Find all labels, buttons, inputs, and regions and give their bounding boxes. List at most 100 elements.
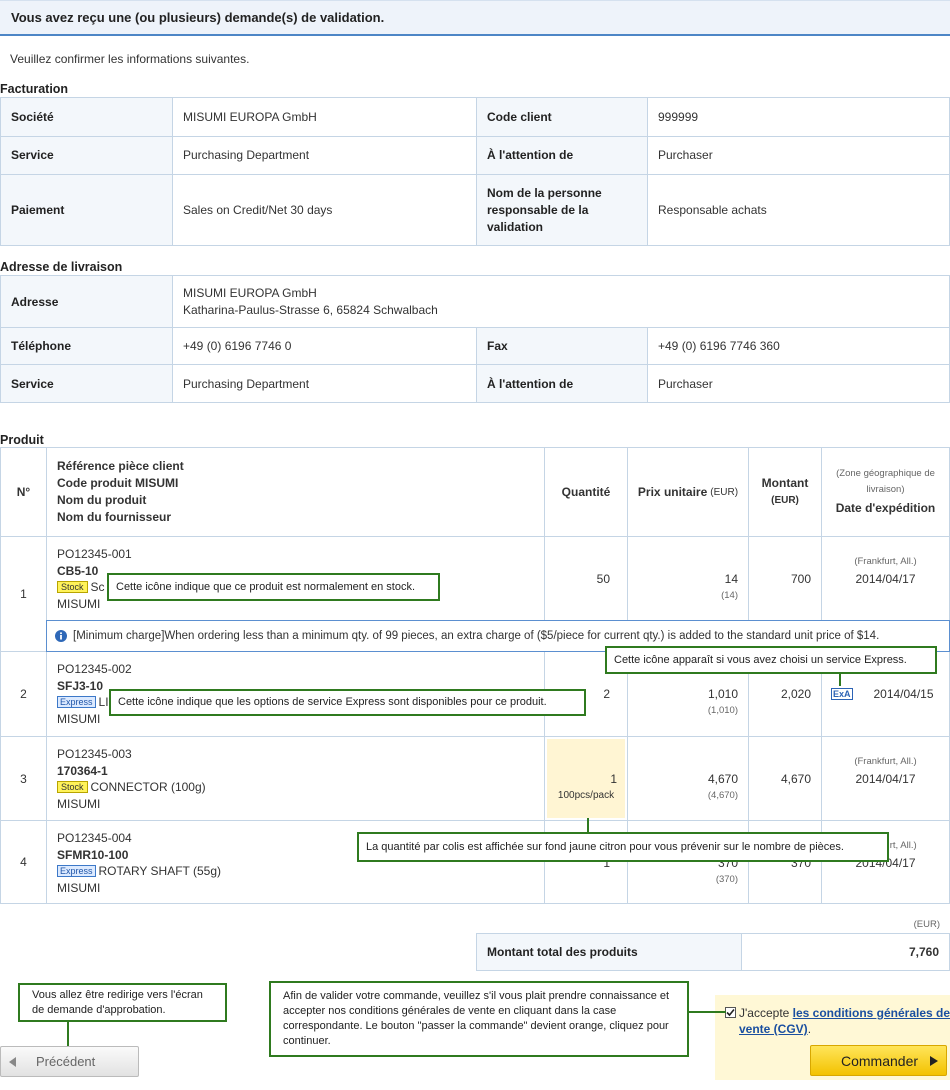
zone: (Frankfurt, All.) bbox=[854, 556, 917, 567]
header-line: Code produit MISUMI bbox=[57, 476, 179, 490]
address-line: MISUMI EUROPA GmbH bbox=[183, 285, 317, 300]
text: Responsable achats bbox=[658, 202, 767, 217]
pack-highlight: 1 100pcs/pack bbox=[547, 739, 625, 818]
terms-link[interactable]: les conditions générales de vente (CGV) bbox=[739, 1006, 950, 1036]
text: Fax bbox=[487, 339, 508, 353]
name-line: Express ROTARY SHAFT (55g) bbox=[57, 863, 534, 880]
qty: 50 bbox=[596, 572, 610, 586]
total-label: Montant total des produits bbox=[476, 933, 742, 971]
zone: (Frankfurt, All.) bbox=[854, 756, 917, 767]
callout: Cette icône indique que ce produit est n… bbox=[107, 573, 440, 601]
text: +49 (0) 6196 7746 360 bbox=[658, 339, 780, 353]
address-line: Katharina-Paulus-Strasse 6, 65824 Schwal… bbox=[183, 302, 438, 317]
qty-cell: 50 bbox=[544, 536, 628, 621]
field-value: Purchasing Department bbox=[172, 364, 477, 403]
connector bbox=[839, 674, 841, 686]
text: Montant bbox=[761, 476, 809, 490]
submit-button[interactable]: Commander bbox=[810, 1045, 947, 1076]
code: SFMR10-100 bbox=[57, 847, 129, 862]
header-bar bbox=[0, 0, 950, 36]
column-header: Montant (EUR) bbox=[748, 447, 822, 537]
column-header: Quantité bbox=[544, 447, 628, 537]
field-label: Service bbox=[0, 136, 173, 175]
field-value: Purchaser bbox=[647, 364, 950, 403]
ref: PO12345-002 bbox=[57, 662, 132, 676]
text: Téléphone bbox=[11, 339, 72, 353]
callout: La quantité par colis est affichée sur f… bbox=[357, 832, 889, 862]
text: 3 bbox=[20, 771, 27, 786]
text: Précédent bbox=[36, 1054, 96, 1069]
column-header: N° bbox=[0, 447, 47, 537]
text: À l'attention de bbox=[487, 376, 574, 391]
callout-text: Vous allez être redirige vers l'écran de… bbox=[32, 988, 203, 1016]
amount: 4,670 bbox=[780, 772, 811, 786]
info-icon bbox=[55, 630, 67, 642]
supplier: MISUMI bbox=[57, 596, 101, 611]
text: Paiement bbox=[11, 202, 65, 217]
field-label: À l'attention de bbox=[476, 364, 648, 403]
field-label: Service bbox=[0, 364, 173, 403]
text: . bbox=[807, 1022, 812, 1036]
supplier: MISUMI bbox=[57, 880, 101, 895]
text: Société bbox=[11, 109, 54, 124]
field-value: +49 (0) 6196 7746 360 bbox=[647, 327, 950, 365]
header-line: Nom du produit bbox=[57, 493, 147, 507]
text: Service bbox=[11, 148, 54, 162]
code: 170364-1 bbox=[57, 763, 108, 778]
price-sub: (14) bbox=[721, 590, 738, 601]
supplier: MISUMI bbox=[57, 796, 101, 811]
arrow bbox=[930, 1056, 938, 1066]
text: MISUMI EUROPA GmbH bbox=[183, 109, 317, 124]
header-line: Référence pièce client bbox=[57, 459, 184, 473]
callout-text: Afin de valider votre commande, veuillez… bbox=[283, 990, 670, 1047]
text: Code client bbox=[487, 109, 552, 124]
text: 4 bbox=[20, 855, 27, 869]
accept-text: J'accepte les conditions générales de ve… bbox=[739, 1005, 950, 1037]
amount-cell: 700 bbox=[748, 536, 822, 621]
row-number: 1 bbox=[0, 536, 47, 652]
text: 1 bbox=[20, 587, 27, 601]
field-label: Nom de la personne responsable de la val… bbox=[476, 174, 648, 246]
code: CB5-10 bbox=[57, 563, 99, 578]
row-number: 3 bbox=[0, 736, 47, 821]
price-cell: 14 (14) bbox=[627, 536, 749, 621]
pack: 100pcs/pack bbox=[557, 790, 615, 801]
checkbox[interactable] bbox=[725, 1007, 736, 1018]
field-value: Purchaser bbox=[647, 136, 950, 175]
date: 2014/04/15 bbox=[873, 687, 934, 701]
callout-text: Cette icône apparaît si vous avez choisi… bbox=[614, 653, 907, 666]
back-button[interactable]: Précédent bbox=[0, 1046, 139, 1077]
callout-text: Cette icône indique que les options de s… bbox=[118, 696, 547, 708]
row-number: 2 bbox=[0, 651, 47, 737]
product-name: Sc bbox=[90, 580, 105, 594]
connector bbox=[67, 1022, 69, 1046]
field-label: Société bbox=[0, 97, 173, 137]
callout-text: La quantité par colis est affichée sur f… bbox=[366, 840, 844, 853]
badge: Express bbox=[57, 696, 96, 708]
express-icon: ExA bbox=[831, 688, 853, 700]
text: Service bbox=[11, 376, 54, 391]
name-line: Stock Sc bbox=[57, 579, 534, 596]
amount: 2,020 bbox=[780, 687, 811, 701]
field-value: 999999 bbox=[647, 97, 950, 137]
qty: 1 bbox=[610, 772, 617, 786]
column-header: Référence pièce client Code produit MISUM… bbox=[46, 447, 545, 537]
text: N° bbox=[16, 485, 31, 499]
supplier: MISUMI bbox=[57, 711, 101, 726]
field-value: MISUMI EUROPA GmbH Katharina-Paulus-Stras… bbox=[172, 275, 950, 328]
badge: Stock bbox=[57, 581, 88, 593]
section-title: Facturation bbox=[0, 82, 69, 96]
field-label: Téléphone bbox=[0, 327, 173, 365]
price-sub: (4,670) bbox=[707, 790, 738, 801]
code: SFJ3-10 bbox=[57, 678, 104, 693]
field-value: Purchasing Department bbox=[172, 136, 477, 175]
price: 14 bbox=[724, 572, 738, 586]
text: Purchaser bbox=[658, 376, 713, 391]
column-header: Prix unitaire (EUR) bbox=[627, 447, 749, 537]
header-line: Nom du fournisseur bbox=[57, 510, 172, 524]
callout: Vous allez être redirige vers l'écran de… bbox=[18, 983, 227, 1022]
amount: 700 bbox=[790, 572, 811, 586]
text: Quantité bbox=[561, 485, 611, 499]
section-title: Produit bbox=[0, 433, 44, 447]
date-cell: (Frankfurt, All.) 2014/04/17 bbox=[821, 736, 950, 821]
